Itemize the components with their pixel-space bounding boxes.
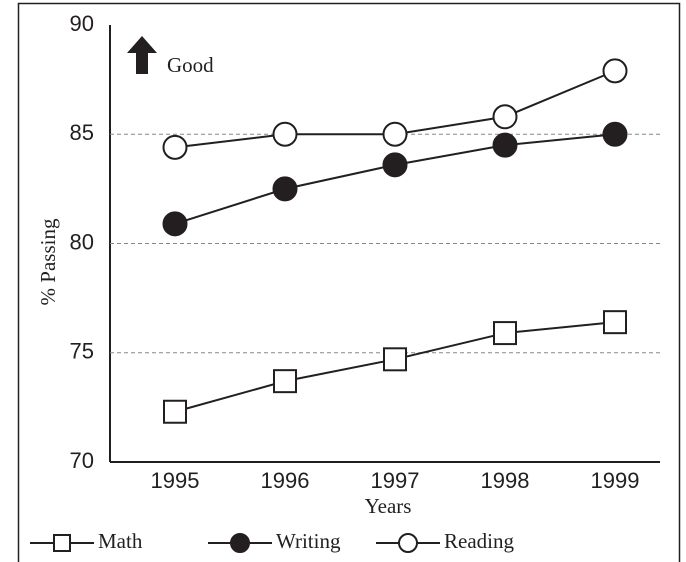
data-point [272,176,298,202]
data-point [162,134,188,160]
data-point [272,121,298,147]
annotation: Good [167,53,214,77]
legend-label: Math [98,529,143,553]
data-point [602,121,628,147]
x-tick-label: 1995 [151,468,200,493]
legend-marker [53,534,71,552]
data-point [382,152,408,178]
data-point [602,58,628,84]
data-point [162,211,188,237]
y-tick-label: 70 [70,448,94,473]
x-tick-label: 1998 [481,468,530,493]
x-axis-label: Years [365,494,412,518]
y-tick-label: 85 [70,120,94,145]
data-point [492,132,518,158]
data-point [163,399,187,424]
x-tick-label: 1999 [591,468,640,493]
data-point [383,347,407,372]
data-point [493,321,517,346]
y-tick-label: 75 [70,339,94,364]
x-tick-label: 1996 [261,468,310,493]
data-point [603,310,627,335]
y-axis-label: % Passing [36,218,60,305]
legend-label: Writing [276,529,341,553]
legend-marker [230,533,250,553]
legend-marker [398,533,418,553]
data-point [492,104,518,130]
data-point [382,121,408,147]
up-arrow [127,36,157,74]
legend-label: Reading [444,529,514,553]
data-point [273,369,297,394]
y-tick-label: 90 [70,11,94,36]
frame [17,2,681,562]
x-tick-label: 1997 [371,468,420,493]
y-tick-label: 80 [70,229,94,254]
series-line [174,133,616,225]
